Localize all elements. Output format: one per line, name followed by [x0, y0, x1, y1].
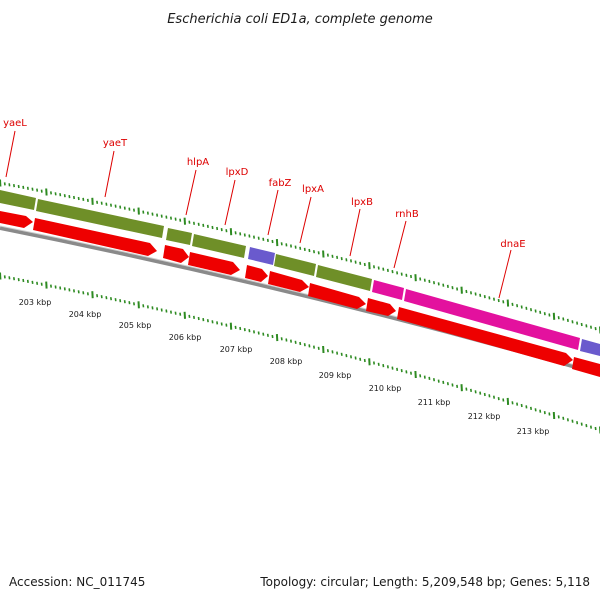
cds-arrow-dnaE — [397, 307, 573, 366]
gene-label-fabZ: fabZ — [269, 178, 292, 189]
leader-line-dnaE — [498, 249, 512, 299]
cds-track — [0, 211, 600, 377]
category-bar-yaeT — [36, 199, 164, 238]
leader-line-yaeL — [5, 130, 16, 178]
kbp-label: 208 kbp — [270, 357, 303, 366]
cds-arrow-lpxA — [268, 271, 309, 292]
category-bar-rnhB — [372, 280, 404, 300]
category-bar-next — [580, 339, 600, 356]
gene-label-lpxD: lpxD — [226, 167, 249, 178]
leader-line-lpxD — [224, 179, 236, 226]
kbp-label: 206 kbp — [169, 333, 202, 342]
gene-label-hlpA: hlpA — [187, 157, 209, 168]
leader-line-yaeT — [104, 150, 115, 198]
cds-arrow-rnhB — [366, 298, 396, 316]
leader-line-fabZ — [267, 189, 279, 236]
kbp-label: 204 kbp — [69, 310, 102, 319]
gene-label-lpxB: lpxB — [351, 197, 373, 208]
cds-arrow-yaeT — [33, 218, 157, 256]
leader-line-hlpA — [185, 169, 197, 216]
kbp-label: 203 kbp — [19, 298, 52, 307]
cds-arrow-lpxB — [308, 283, 366, 309]
category-bar-lpxB — [316, 265, 372, 291]
kbp-label: 207 kbp — [220, 345, 253, 354]
cds-arrow-hlpA — [163, 245, 189, 263]
kbp-labels: 203 kbp 204 kbp 205 kbp 206 kbp 207 kbp … — [19, 298, 550, 436]
gene-labels: yaeL yaeT hlpA lpxD fabZ lpxA lpxB rnhB … — [3, 118, 526, 299]
leader-line-lpxA — [299, 196, 312, 244]
gene-label-lpxA: lpxA — [302, 184, 324, 195]
cds-arrow-lpxD — [188, 252, 240, 275]
genome-summary-text: Topology: circular; Length: 5,209,548 bp… — [259, 575, 590, 589]
category-bar-dnaE — [404, 289, 580, 350]
kbp-label: 212 kbp — [468, 412, 501, 421]
cds-arrow-fabZ — [245, 265, 268, 282]
map-title: Escherichia coli ED1a, complete genome — [167, 12, 433, 27]
kbp-label: 211 kbp — [418, 398, 451, 407]
cds-arrow-next — [572, 357, 600, 377]
kbp-label: 209 kbp — [319, 371, 352, 380]
lower-tick-track — [0, 272, 600, 434]
gene-label-yaeT: yaeT — [103, 138, 128, 149]
leader-line-rnhB — [393, 220, 407, 269]
gene-label-dnaE: dnaE — [500, 239, 525, 250]
category-bar-lpxA — [274, 254, 316, 276]
category-bar-yaeL — [0, 190, 36, 210]
cds-arrow-yaeL — [0, 211, 33, 228]
category-bar-hlpA — [166, 228, 192, 245]
gene-label-rnhB: rnhB — [395, 209, 419, 220]
kbp-label: 210 kbp — [369, 384, 402, 393]
gene-label-yaeL: yaeL — [3, 118, 27, 129]
kbp-label: 205 kbp — [119, 321, 152, 330]
category-track — [0, 190, 600, 356]
kbp-label: 213 kbp — [517, 427, 550, 436]
accession-text: Accession: NC_011745 — [9, 575, 145, 589]
leader-line-lpxB — [349, 208, 361, 257]
category-bar-lpxD — [192, 234, 246, 258]
category-bar-fabZ — [248, 247, 275, 265]
upper-tick-track — [0, 179, 600, 334]
